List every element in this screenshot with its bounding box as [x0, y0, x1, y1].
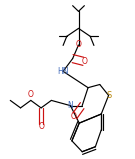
Text: N: N	[68, 101, 73, 110]
Text: O: O	[38, 122, 44, 131]
Text: S: S	[107, 91, 112, 100]
Text: O: O	[28, 90, 34, 99]
Text: O: O	[70, 112, 76, 121]
Text: O: O	[81, 57, 87, 66]
Text: O: O	[76, 41, 82, 49]
Text: HN: HN	[57, 67, 69, 76]
